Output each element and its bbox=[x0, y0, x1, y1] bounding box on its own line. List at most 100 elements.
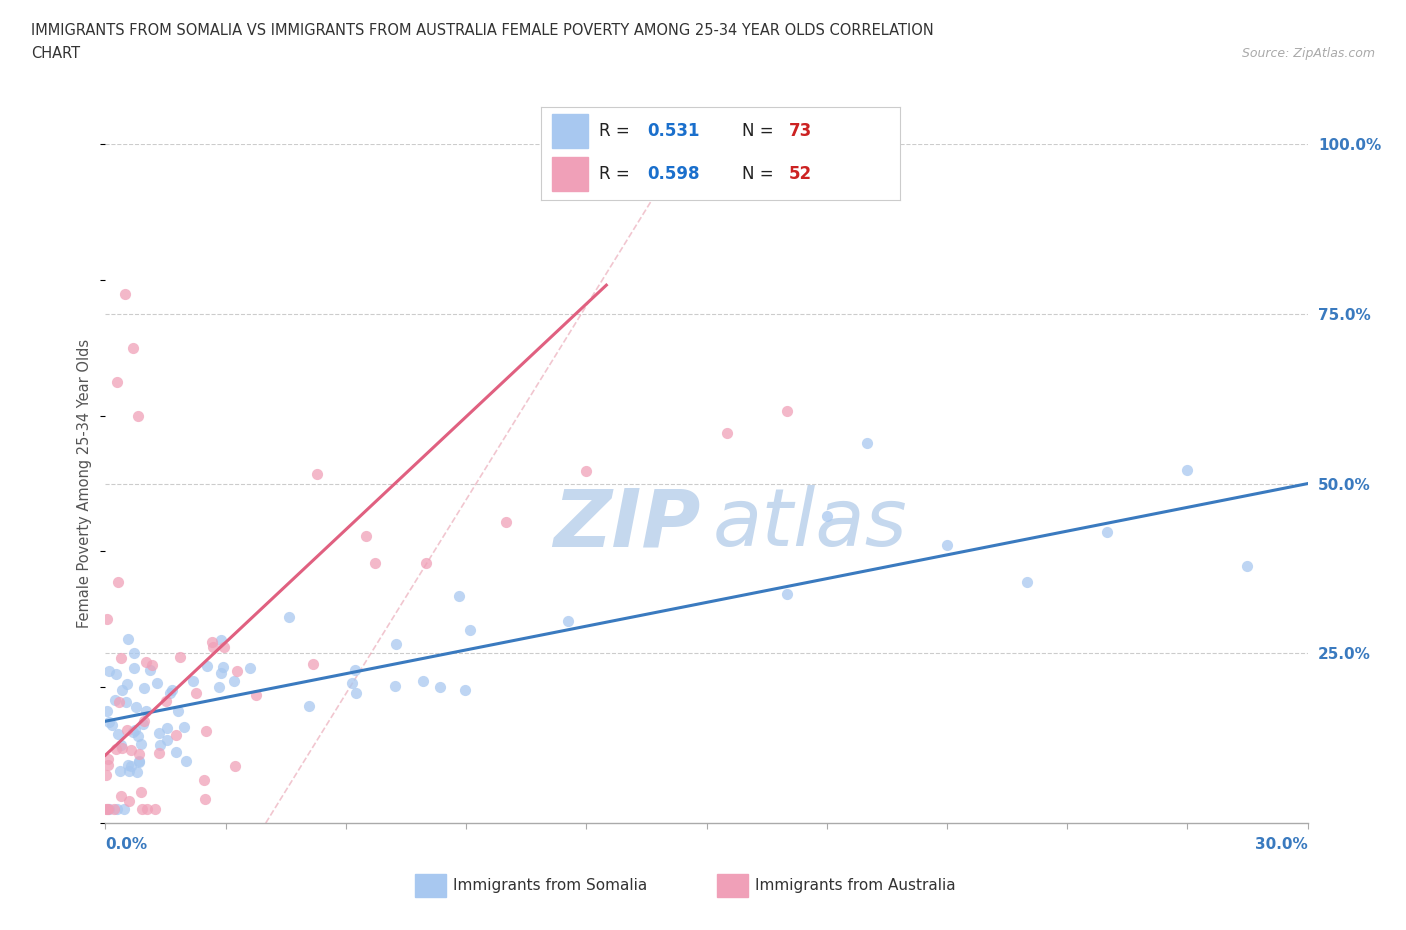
Point bbox=[1177, 462, 1199, 477]
Point bbox=[776, 587, 799, 602]
Point bbox=[239, 660, 262, 675]
Point bbox=[184, 686, 207, 701]
Text: R =: R = bbox=[599, 165, 634, 183]
Point bbox=[117, 764, 139, 778]
Point bbox=[135, 802, 157, 817]
Point bbox=[110, 764, 132, 778]
Y-axis label: Female Poverty Among 25-34 Year Olds: Female Poverty Among 25-34 Year Olds bbox=[77, 339, 93, 628]
Point bbox=[209, 632, 232, 647]
Bar bbox=[553, 114, 588, 148]
Point bbox=[224, 674, 246, 689]
Point bbox=[815, 509, 838, 524]
Point bbox=[155, 721, 177, 736]
Point bbox=[340, 676, 363, 691]
Point bbox=[1017, 575, 1039, 590]
Point bbox=[105, 666, 128, 681]
Point bbox=[245, 687, 267, 702]
Text: N =: N = bbox=[742, 165, 779, 183]
Point bbox=[449, 589, 471, 604]
Point bbox=[458, 622, 481, 637]
Point bbox=[429, 680, 451, 695]
Point bbox=[131, 802, 153, 817]
Point bbox=[855, 435, 877, 450]
Point bbox=[111, 741, 134, 756]
Point bbox=[129, 737, 152, 751]
Point bbox=[111, 683, 134, 698]
Point bbox=[97, 802, 120, 817]
Point bbox=[110, 789, 132, 804]
Point bbox=[453, 683, 475, 698]
Point bbox=[211, 659, 233, 674]
Text: 0.531: 0.531 bbox=[647, 122, 700, 140]
Point bbox=[110, 651, 132, 666]
Point bbox=[209, 665, 232, 680]
Point bbox=[117, 757, 139, 772]
Point bbox=[495, 515, 517, 530]
Point bbox=[115, 694, 138, 709]
Point bbox=[173, 719, 195, 734]
Point bbox=[129, 785, 152, 800]
Point bbox=[155, 693, 177, 708]
Point bbox=[127, 728, 149, 743]
Point bbox=[120, 758, 142, 773]
Point bbox=[105, 741, 128, 756]
Point bbox=[776, 404, 799, 418]
Text: CHART: CHART bbox=[31, 46, 80, 61]
Point bbox=[105, 802, 128, 817]
Point bbox=[114, 286, 136, 301]
Point bbox=[575, 463, 598, 478]
Point bbox=[716, 425, 738, 440]
Point bbox=[195, 658, 218, 673]
Point bbox=[412, 674, 434, 689]
Point bbox=[124, 722, 146, 737]
Point bbox=[156, 733, 179, 748]
Point bbox=[98, 715, 121, 730]
Point bbox=[208, 680, 231, 695]
Point bbox=[138, 662, 160, 677]
Point bbox=[97, 751, 120, 766]
Point bbox=[117, 631, 139, 646]
Point bbox=[115, 723, 138, 737]
Text: 0.0%: 0.0% bbox=[105, 837, 148, 852]
Point bbox=[132, 714, 155, 729]
Text: Source: ZipAtlas.com: Source: ZipAtlas.com bbox=[1241, 46, 1375, 60]
Point bbox=[135, 703, 157, 718]
Point bbox=[167, 703, 190, 718]
Point bbox=[225, 664, 247, 679]
Point bbox=[125, 699, 148, 714]
Point bbox=[108, 695, 131, 710]
Point bbox=[364, 555, 387, 570]
Point bbox=[384, 636, 406, 651]
Point bbox=[124, 645, 146, 660]
Point bbox=[201, 634, 224, 649]
Text: ZIP: ZIP bbox=[553, 485, 700, 564]
Point bbox=[141, 658, 163, 672]
Point bbox=[148, 725, 170, 740]
Point bbox=[97, 802, 120, 817]
Text: atlas: atlas bbox=[713, 485, 907, 564]
Point bbox=[343, 663, 366, 678]
Point bbox=[104, 692, 127, 707]
Point bbox=[118, 793, 141, 808]
Point bbox=[125, 764, 148, 779]
Point bbox=[120, 742, 142, 757]
Point bbox=[201, 640, 224, 655]
Point bbox=[165, 745, 187, 760]
Point bbox=[96, 802, 118, 817]
Text: IMMIGRANTS FROM SOMALIA VS IMMIGRANTS FROM AUSTRALIA FEMALE POVERTY AMONG 25-34 : IMMIGRANTS FROM SOMALIA VS IMMIGRANTS FR… bbox=[31, 23, 934, 38]
Point bbox=[1236, 558, 1258, 573]
Point bbox=[146, 675, 169, 690]
Point bbox=[159, 685, 181, 700]
Point bbox=[165, 728, 187, 743]
Point bbox=[384, 678, 406, 693]
Point bbox=[143, 802, 166, 817]
Point bbox=[128, 747, 150, 762]
Text: 0.598: 0.598 bbox=[647, 165, 700, 183]
Point bbox=[128, 754, 150, 769]
Point bbox=[112, 802, 135, 817]
Point bbox=[96, 703, 118, 718]
Point bbox=[132, 681, 155, 696]
Point bbox=[128, 753, 150, 768]
Text: 52: 52 bbox=[789, 165, 811, 183]
Point bbox=[103, 802, 125, 817]
